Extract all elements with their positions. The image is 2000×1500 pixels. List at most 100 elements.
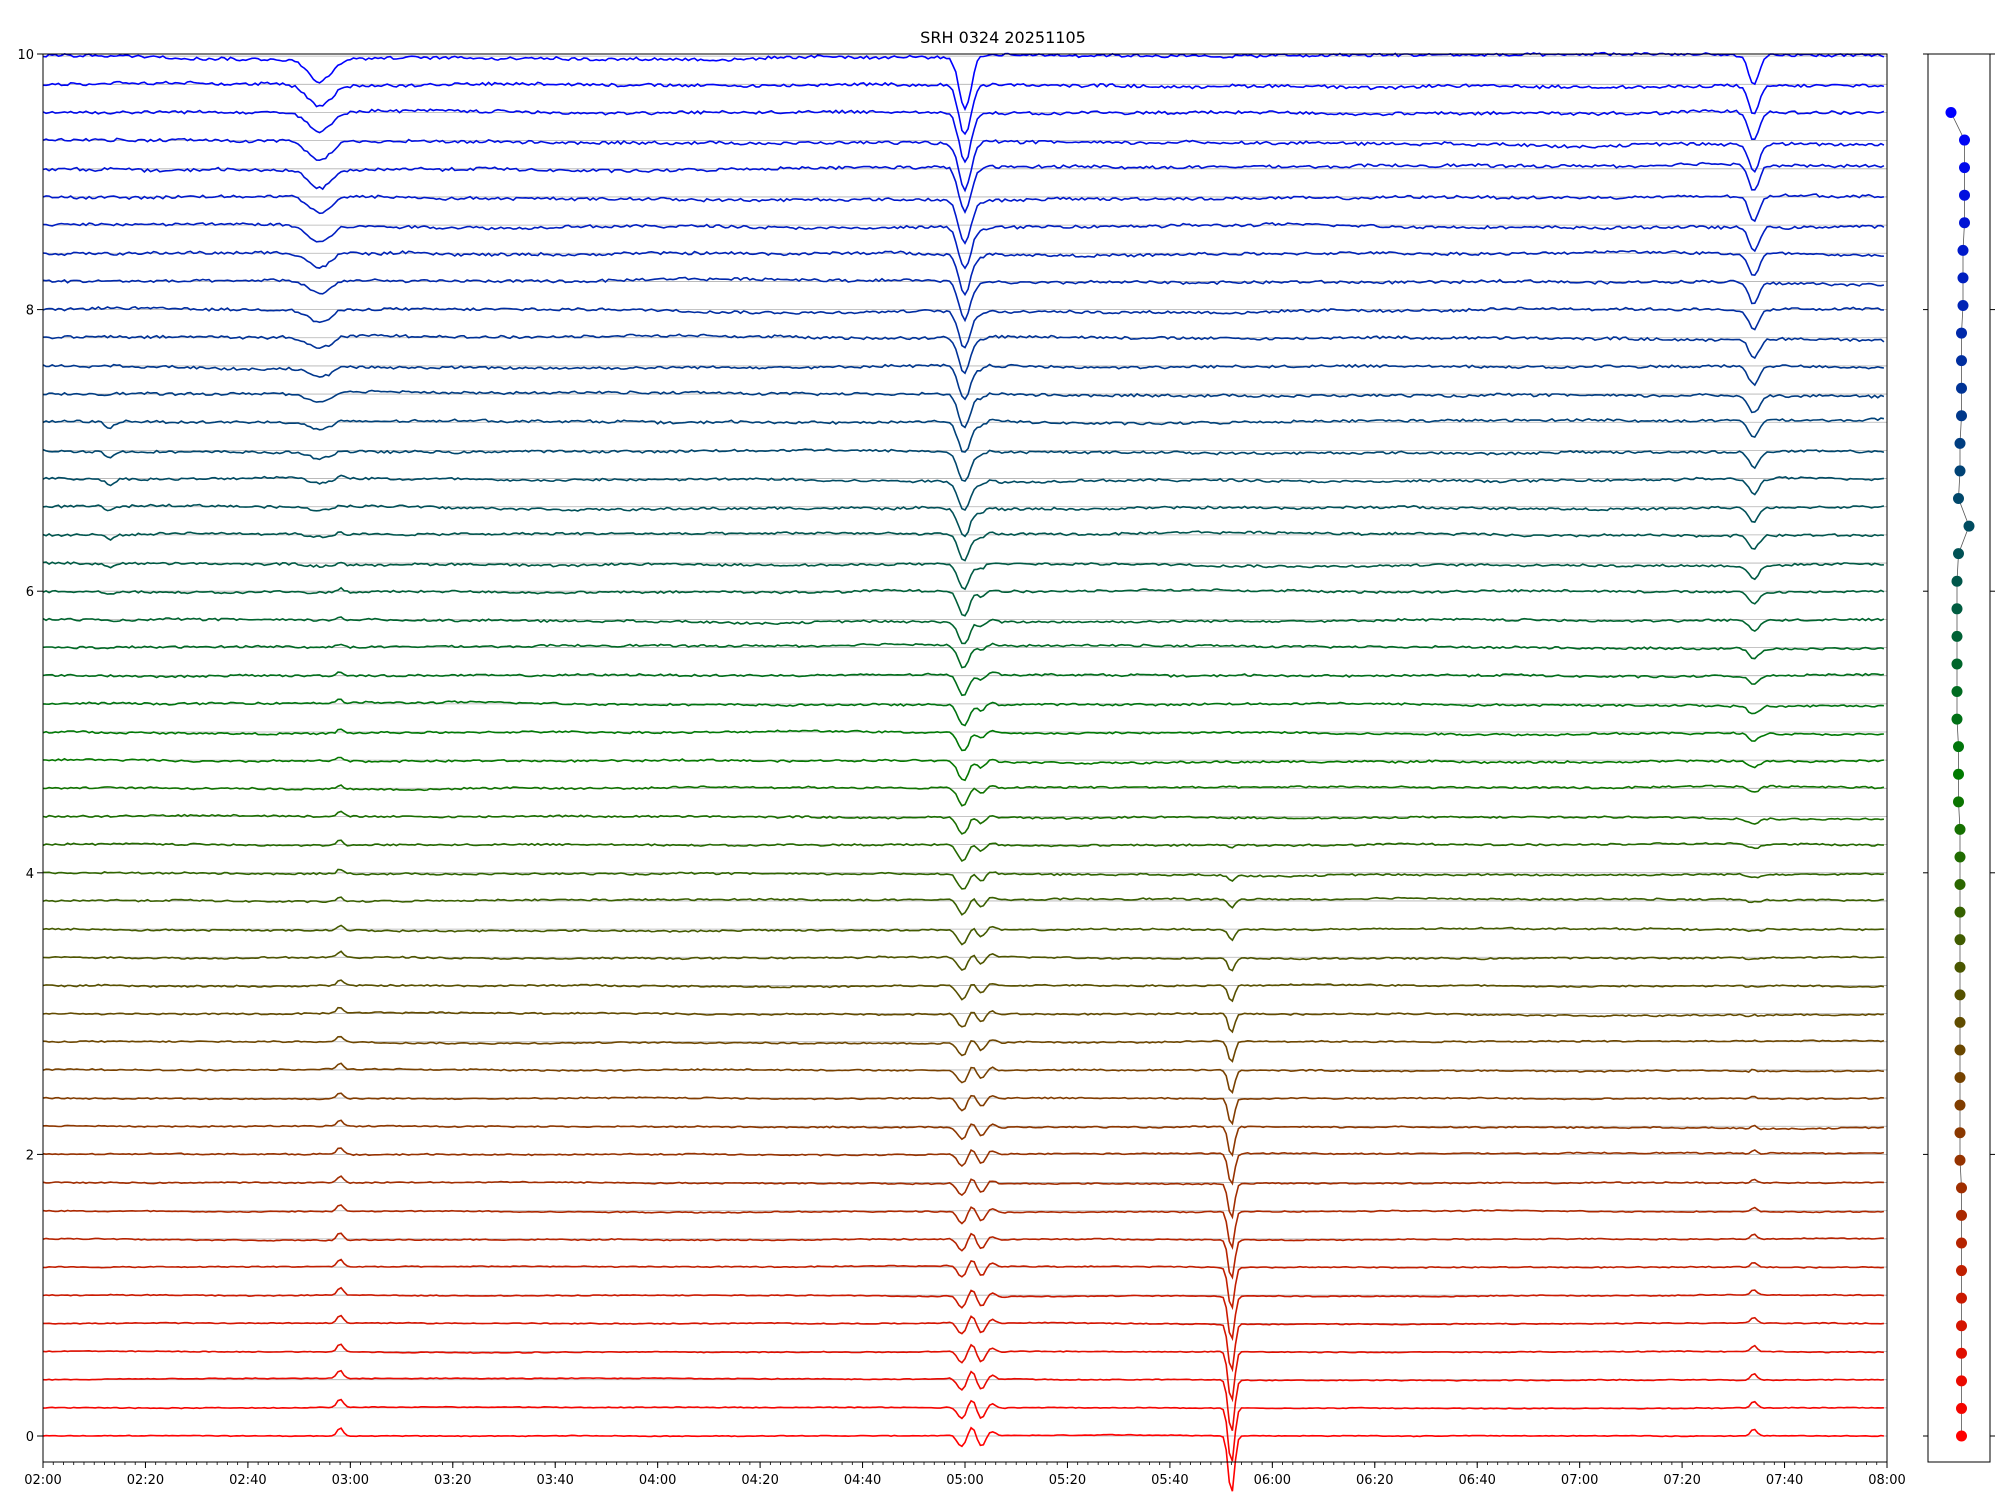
trace-line — [42, 276, 1885, 323]
trace-line — [42, 1343, 1884, 1403]
trace-line — [42, 1062, 1884, 1094]
trace-line — [42, 1426, 1885, 1492]
trace-line — [42, 561, 1884, 591]
scatter-point — [1956, 1209, 1967, 1221]
scatter-point — [1951, 686, 1963, 698]
scatter-point — [1954, 961, 1966, 973]
trace-line — [42, 616, 1885, 645]
trace-line — [42, 249, 1884, 297]
scatter-point — [1957, 299, 1969, 311]
scatter-point — [1953, 548, 1964, 560]
scatter-point — [1954, 437, 1966, 449]
trace-line — [42, 530, 1884, 562]
trace-line — [42, 474, 1885, 512]
x-tick-label: 07:20 — [1663, 1473, 1700, 1488]
x-tick-label: 06:00 — [1254, 1473, 1291, 1488]
scatter-point — [1954, 1016, 1966, 1028]
scatter-point — [1954, 1099, 1966, 1111]
x-tick-label: 05:00 — [946, 1473, 983, 1488]
scatter-point — [1954, 934, 1966, 946]
trace-line — [42, 1232, 1884, 1280]
trace-line — [42, 137, 1885, 193]
trace-line — [43, 389, 1885, 429]
trace-line — [42, 896, 1884, 916]
trace-line — [42, 1147, 1885, 1186]
x-tick-label: 04:00 — [639, 1473, 676, 1488]
scatter-point — [1956, 327, 1967, 339]
scatter-point — [1951, 658, 1963, 670]
scatter-point — [1956, 1292, 1967, 1304]
baseline-grid — [43, 55, 1887, 1437]
trace-line — [42, 839, 1884, 862]
scatter-point — [1956, 1182, 1967, 1194]
scatter-point — [1954, 1127, 1966, 1139]
y-tick-label: 10 — [17, 48, 34, 63]
scatter-point — [1963, 520, 1975, 532]
trace-line — [42, 1119, 1884, 1157]
trace-line — [42, 1092, 1884, 1126]
x-tick-label: 03:20 — [434, 1473, 471, 1488]
scatter-point — [1953, 493, 1964, 505]
scatter-point — [1951, 713, 1963, 725]
y-tick-label: 4 — [26, 867, 34, 882]
x-tick-label: 02:20 — [127, 1473, 164, 1488]
scatter-point — [1945, 106, 1957, 118]
trace-line — [42, 698, 1884, 727]
trace-line — [42, 979, 1885, 1003]
main-axes: 02:00 02:20 02:40 03:00 03:20 03:40 04:00 04:20… — [17, 48, 1906, 1492]
x-tick-label: 05:20 — [1049, 1473, 1086, 1488]
trace-line — [42, 1006, 1884, 1034]
trace-line — [42, 51, 1885, 112]
trace-line — [42, 950, 1884, 972]
trace-line — [42, 642, 1885, 669]
scatter-point — [1957, 272, 1969, 284]
trace-line — [42, 1204, 1885, 1250]
trace-line — [42, 671, 1885, 697]
scatter-point — [1954, 989, 1966, 1001]
scatter-point — [1956, 1375, 1967, 1387]
trace-line — [42, 784, 1885, 807]
main-axes-frame — [42, 53, 1888, 1463]
scatter-point — [1954, 465, 1966, 477]
side-axes — [1923, 53, 1995, 1463]
trace-line — [42, 193, 1885, 245]
trace-line — [42, 417, 1885, 453]
trace-line — [42, 448, 1885, 483]
scatter-point — [1956, 355, 1967, 367]
scatter-point — [1956, 1402, 1967, 1414]
trace-line — [42, 363, 1885, 401]
y-tick-label: 2 — [26, 1148, 34, 1163]
x-tick-label: 07:00 — [1561, 1473, 1598, 1488]
scatter-point — [1959, 162, 1970, 174]
scatter-point — [1956, 1265, 1967, 1277]
x-tick-label: 06:20 — [1356, 1473, 1393, 1488]
chart-title: SRH 0324 20251105 — [920, 28, 1086, 47]
trace-line — [42, 1398, 1884, 1462]
trace-line — [42, 924, 1884, 946]
trace-line — [42, 1175, 1884, 1220]
scatter-point — [1954, 851, 1966, 863]
scatter-point — [1954, 1044, 1966, 1056]
trace-line — [42, 586, 1885, 617]
scatter-point — [1954, 1154, 1966, 1166]
scatter-point — [1951, 630, 1963, 642]
x-tick-label: 04:20 — [741, 1473, 778, 1488]
x-tick-label: 03:40 — [536, 1473, 573, 1488]
scatter-point — [1954, 1072, 1966, 1084]
scatter-point — [1959, 189, 1970, 201]
scatter-point — [1951, 575, 1963, 587]
scatter-point — [1956, 382, 1967, 394]
trace-line — [42, 810, 1885, 835]
scatter-point — [1954, 906, 1966, 918]
x-axis: 02:00 02:20 02:40 03:00 03:20 03:40 04:00 04:20… — [24, 1462, 1906, 1488]
trace-line — [43, 1314, 1885, 1373]
y-tick-label: 0 — [26, 1430, 34, 1445]
x-tick-label: 02:00 — [24, 1473, 61, 1488]
trace-line — [42, 1035, 1885, 1063]
scatter-point — [1956, 1430, 1967, 1442]
x-tick-label: 02:40 — [229, 1473, 266, 1488]
trace-line — [43, 868, 1884, 890]
trace-line — [42, 1258, 1884, 1311]
y-tick-label: 8 — [26, 304, 34, 319]
